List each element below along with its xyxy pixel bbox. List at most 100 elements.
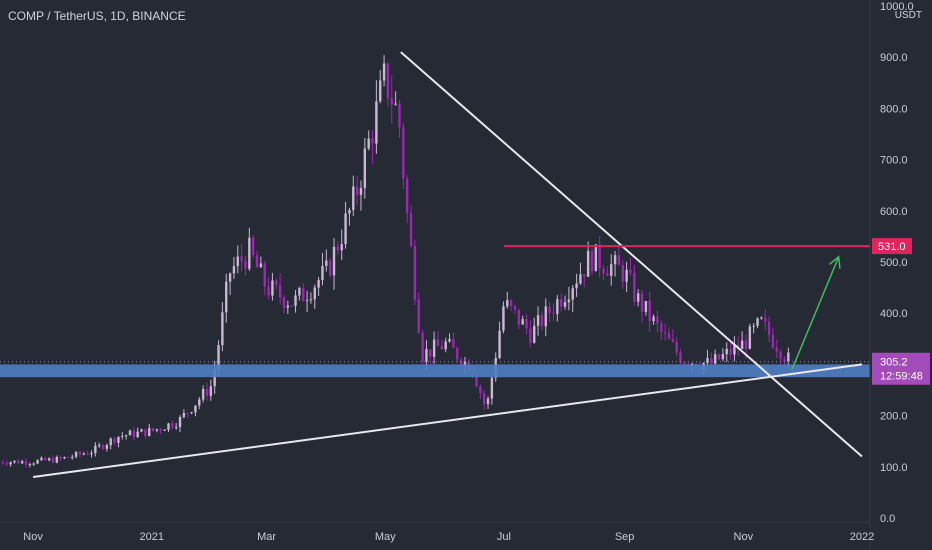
candle bbox=[155, 428, 159, 433]
candle bbox=[629, 258, 632, 276]
candle bbox=[432, 331, 436, 364]
candle bbox=[429, 349, 432, 365]
candle bbox=[775, 339, 778, 359]
candle bbox=[402, 122, 405, 189]
candle bbox=[713, 349, 717, 366]
candle bbox=[764, 309, 767, 331]
candle bbox=[148, 424, 151, 437]
candle bbox=[186, 412, 189, 419]
candle bbox=[17, 458, 20, 464]
candle bbox=[610, 254, 613, 286]
candle bbox=[482, 389, 486, 410]
candle bbox=[205, 382, 209, 401]
candle bbox=[636, 289, 640, 307]
candle bbox=[733, 336, 736, 362]
candle bbox=[20, 459, 24, 464]
candle bbox=[586, 241, 590, 277]
candle bbox=[540, 311, 544, 331]
time-tick-label: Jul bbox=[497, 531, 511, 543]
candle bbox=[394, 91, 397, 106]
price-tick-label: 700.0 bbox=[880, 155, 908, 167]
time-tick-label: May bbox=[375, 531, 396, 543]
time-tick-label: Mar bbox=[257, 531, 276, 543]
descending-trendline[interactable] bbox=[400, 51, 863, 458]
candle bbox=[167, 422, 170, 432]
candle bbox=[182, 409, 186, 419]
last-price-tag[interactable]: 305.2 12:59:48 bbox=[872, 352, 930, 385]
support-zone[interactable] bbox=[0, 364, 870, 378]
price-axis[interactable]: 1000.0900.0800.0700.0600.0500.0400.0300.… bbox=[869, 0, 930, 550]
candle bbox=[282, 295, 286, 314]
candle bbox=[90, 450, 93, 458]
time-axis[interactable]: Nov 2021 Mar May Jul Sep Nov 2022 bbox=[0, 521, 874, 543]
candle bbox=[633, 264, 636, 306]
countdown-label: 12:59:48 bbox=[880, 371, 923, 383]
candle bbox=[24, 458, 28, 468]
candle bbox=[679, 349, 682, 365]
candle bbox=[386, 62, 390, 107]
candle bbox=[275, 278, 278, 290]
candle bbox=[409, 205, 413, 248]
candle bbox=[328, 257, 332, 278]
candle bbox=[47, 457, 51, 462]
candle bbox=[583, 274, 586, 288]
candle bbox=[567, 286, 571, 311]
candle bbox=[63, 456, 66, 460]
candle bbox=[787, 347, 790, 367]
candle bbox=[740, 331, 744, 350]
candle bbox=[190, 411, 193, 415]
candle bbox=[513, 304, 517, 315]
candle bbox=[140, 428, 143, 432]
candle bbox=[352, 175, 355, 216]
candle bbox=[178, 415, 182, 433]
candle bbox=[259, 256, 263, 268]
candle bbox=[317, 277, 320, 296]
candle bbox=[271, 272, 274, 301]
candle bbox=[78, 450, 82, 458]
candle bbox=[525, 314, 528, 335]
price-tick-label: 500.0 bbox=[880, 257, 908, 269]
candle bbox=[109, 437, 112, 450]
candle bbox=[417, 292, 420, 334]
time-tick-label: Nov bbox=[23, 531, 43, 543]
candle bbox=[294, 289, 297, 313]
candle bbox=[371, 130, 374, 164]
price-tick-label: 900.0 bbox=[880, 52, 908, 64]
candle bbox=[675, 337, 678, 356]
candle bbox=[398, 100, 401, 138]
candle bbox=[456, 346, 459, 363]
resistance-price-label: 531.0 bbox=[878, 241, 906, 253]
candle bbox=[59, 455, 62, 461]
candle bbox=[390, 75, 393, 124]
candle bbox=[617, 245, 621, 266]
candle bbox=[225, 273, 228, 323]
price-tick-label: 400.0 bbox=[880, 308, 908, 320]
candle bbox=[710, 352, 713, 365]
candle bbox=[452, 332, 455, 348]
candle bbox=[105, 443, 109, 452]
candle bbox=[244, 255, 247, 276]
candle bbox=[121, 431, 124, 440]
candle bbox=[55, 455, 59, 464]
candle bbox=[559, 293, 563, 312]
candle bbox=[36, 459, 39, 465]
candle bbox=[5, 460, 8, 467]
candle bbox=[124, 434, 128, 440]
candle bbox=[448, 333, 451, 343]
candle bbox=[671, 329, 675, 343]
resistance-price-tag[interactable]: 531.0 bbox=[872, 238, 912, 255]
candle bbox=[767, 316, 771, 342]
candle bbox=[101, 443, 105, 451]
candle bbox=[436, 330, 440, 347]
candle bbox=[305, 290, 309, 312]
candle bbox=[221, 302, 224, 352]
candle bbox=[509, 298, 513, 312]
price-unit-label: USDT bbox=[894, 10, 922, 21]
projection-arrow[interactable] bbox=[791, 255, 841, 370]
ascending-trendline[interactable] bbox=[32, 363, 863, 479]
candle bbox=[144, 429, 147, 439]
candle bbox=[544, 298, 547, 337]
candle bbox=[344, 201, 347, 249]
